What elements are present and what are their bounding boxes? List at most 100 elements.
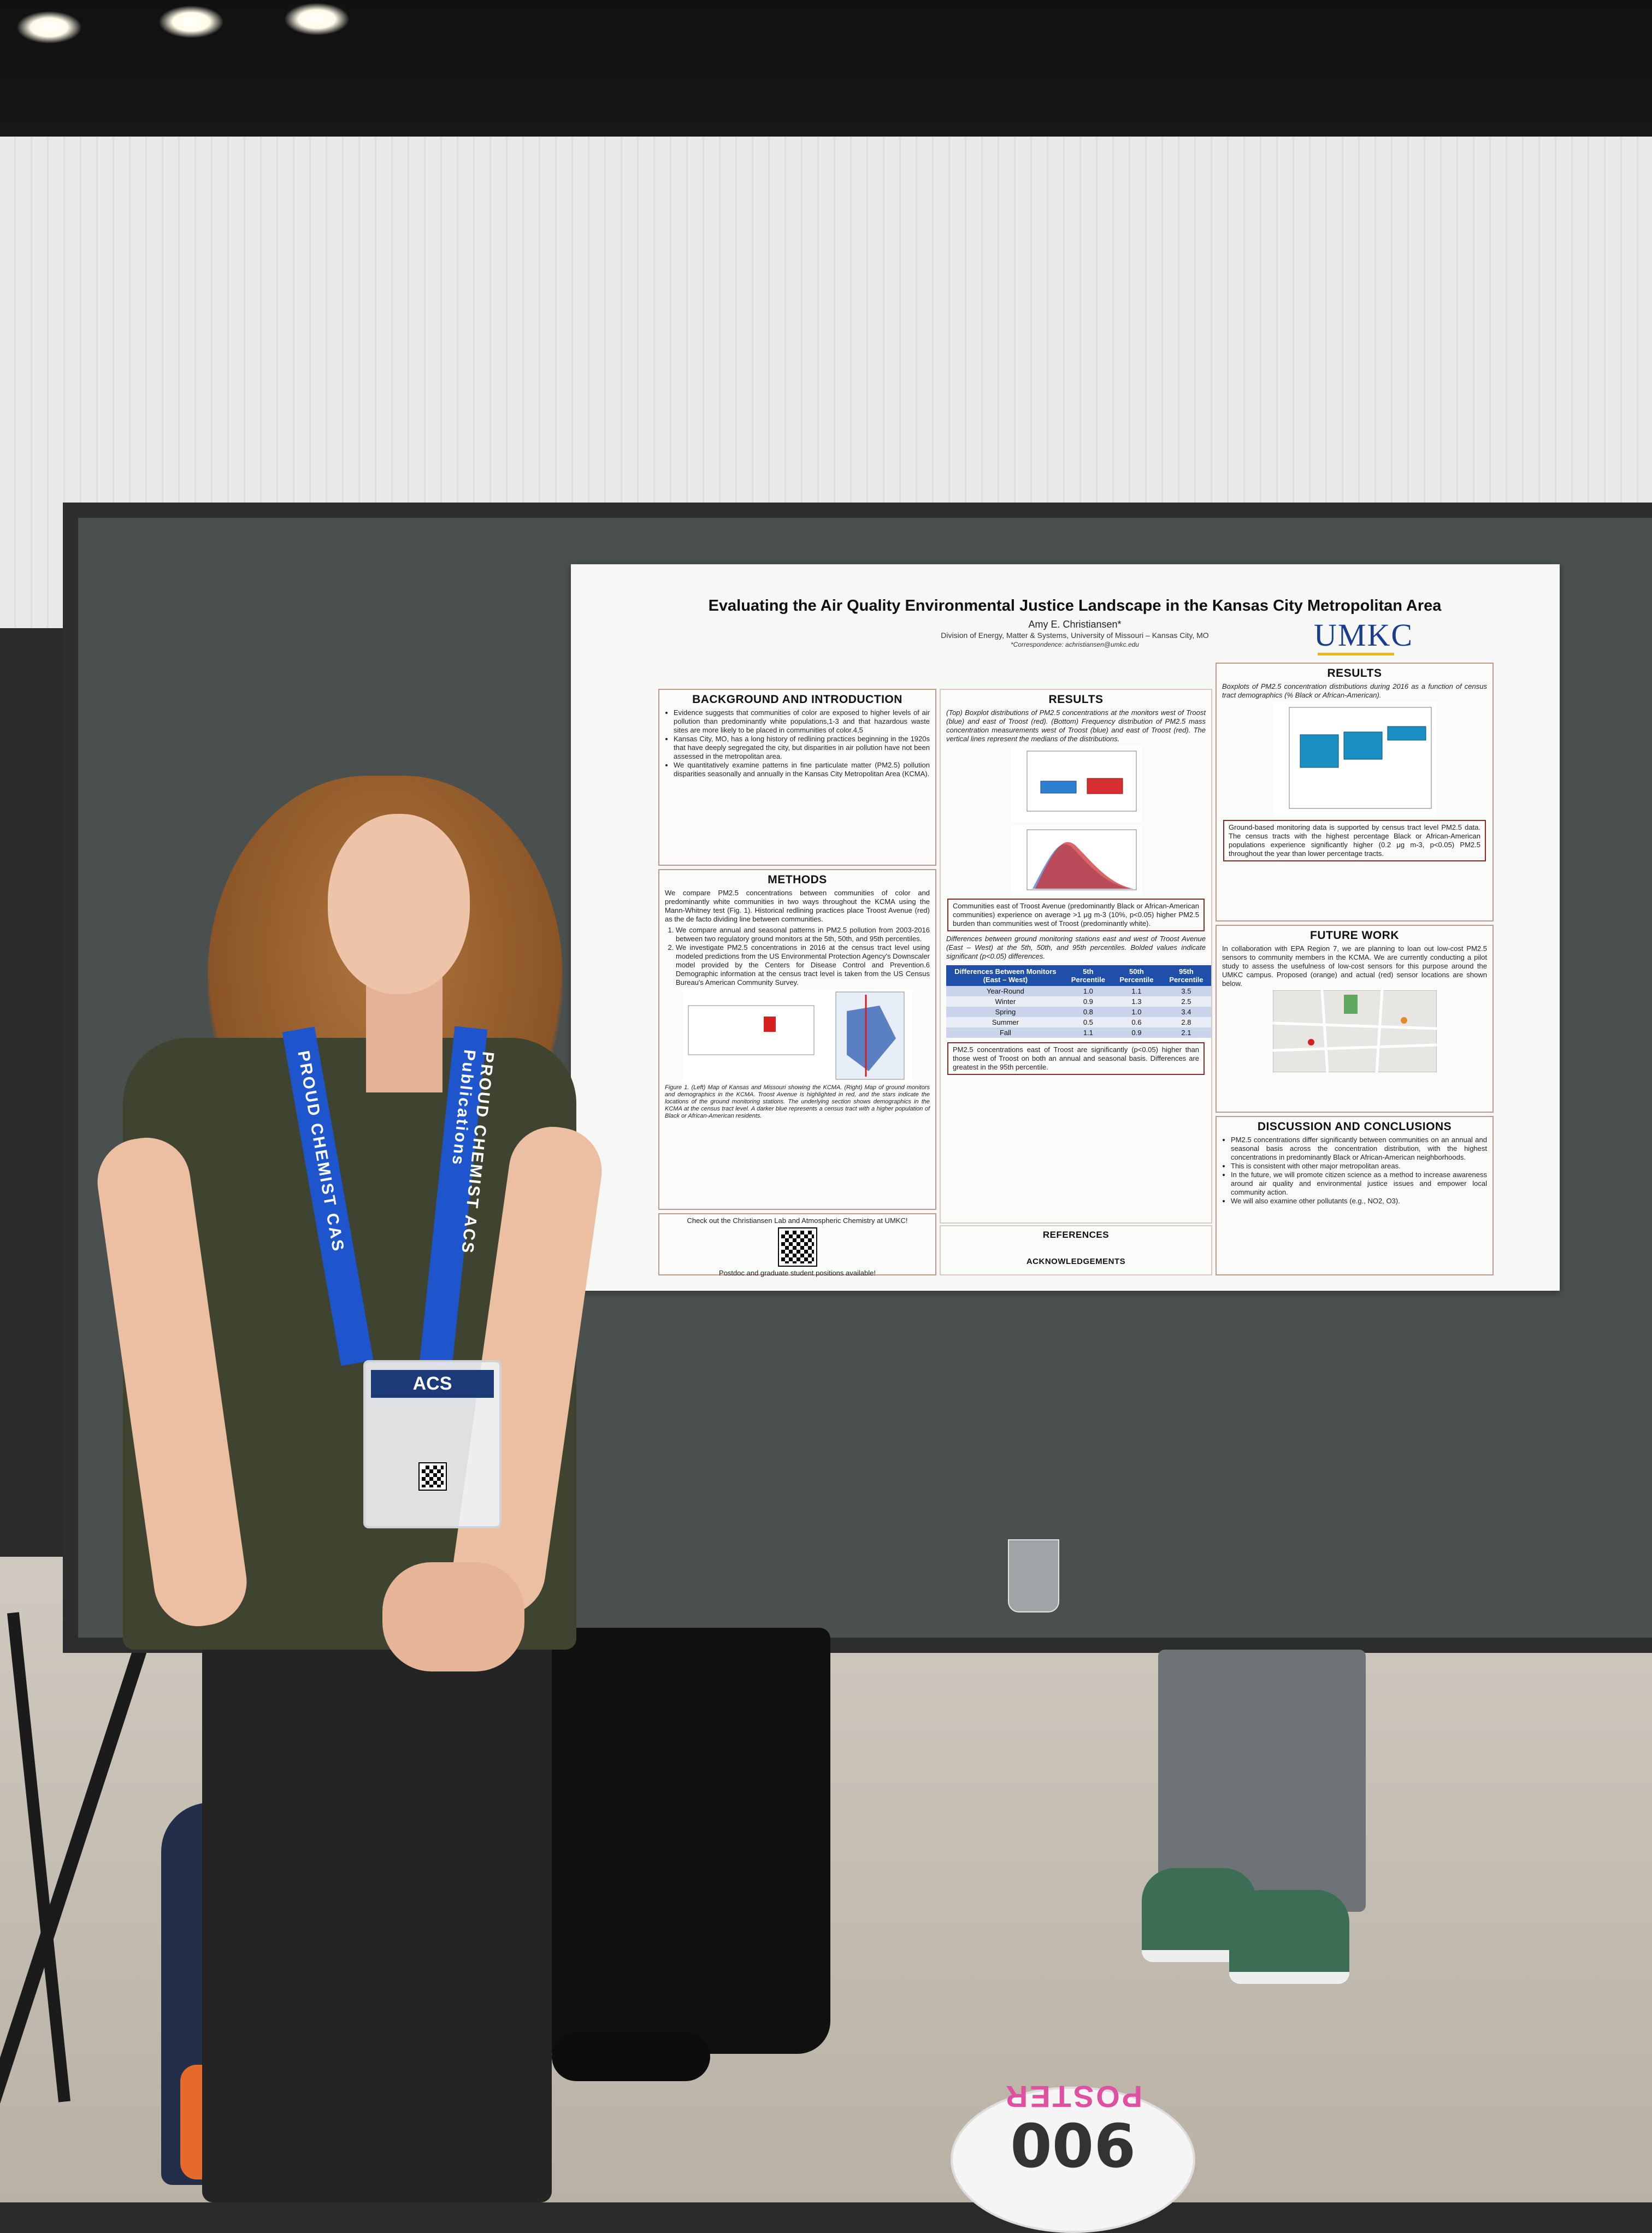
table-header: 50th Percentile xyxy=(1111,965,1161,986)
presenter-hands xyxy=(382,1562,524,1671)
table-cell: Summer xyxy=(946,1017,1065,1027)
discussion-bullet: We will also examine other pollutants (e… xyxy=(1231,1197,1487,1206)
table-row: Winter 0.9 1.3 2.5 xyxy=(946,996,1211,1007)
lab-box: Check out the Christiansen Lab and Atmos… xyxy=(658,1213,936,1277)
black-flat-shoe xyxy=(552,2032,710,2081)
qr-code[interactable] xyxy=(777,1227,817,1267)
boxplot-low xyxy=(1300,734,1338,768)
demographics-map xyxy=(835,991,904,1080)
table-cell: Spring xyxy=(946,1007,1065,1017)
table-cell: 2.8 xyxy=(1161,1017,1211,1027)
table-cell: 0.5 xyxy=(1064,1017,1112,1027)
ceiling-light xyxy=(16,11,82,44)
person-behind-skirt xyxy=(524,1628,830,2054)
methods-step: We compare annual and seasonal patterns … xyxy=(676,926,930,943)
acknowledgements-heading: ACKNOWLEDGEMENTS xyxy=(1026,1257,1126,1266)
table-cell: 0.8 xyxy=(1064,1007,1112,1017)
plastic-cup xyxy=(1008,1539,1059,1612)
poster-number: 900 xyxy=(1010,2109,1136,2179)
discussion-heading: DISCUSSION AND CONCLUSIONS xyxy=(1257,1120,1452,1133)
table-cell: Year-Round xyxy=(946,986,1065,996)
ceiling-light xyxy=(284,3,350,36)
results-right-panel: RESULTS Boxplots of PM2.5 concentration … xyxy=(1216,663,1494,921)
table-cell: 3.5 xyxy=(1161,986,1211,996)
green-sneaker xyxy=(1229,1890,1349,1984)
results-caption: (Top) Boxplot distributions of PM2.5 con… xyxy=(946,708,1206,743)
references-heading: REFERENCES xyxy=(1042,1230,1110,1240)
table-cell: 1.3 xyxy=(1111,996,1161,1007)
discussion-bullet: This is consistent with other major metr… xyxy=(1231,1162,1487,1171)
table-row: Spring 0.8 1.0 3.4 xyxy=(946,1007,1211,1017)
table-row: Year-Round 1.0 1.1 3.5 xyxy=(946,986,1211,996)
table-cell: 1.0 xyxy=(1064,986,1112,996)
background-heading: BACKGROUND AND INTRODUCTION xyxy=(692,693,902,706)
table-row: Fall 1.1 0.9 2.1 xyxy=(946,1027,1211,1038)
results-heading: RESULTS xyxy=(1048,693,1104,706)
background-bullet: Kansas City, MO, has a long history of r… xyxy=(674,735,930,761)
methods-panel: METHODS We compare PM2.5 concentrations … xyxy=(658,869,936,1210)
lab-box-footer: Postdoc and graduate student positions a… xyxy=(719,1269,876,1277)
census-tract-boxplot xyxy=(1272,702,1437,817)
sensor-locations-map xyxy=(1272,990,1437,1072)
boxplot-high xyxy=(1387,726,1426,741)
umkc-logo: UMKC xyxy=(1314,617,1414,653)
poster-number-sticker: 900 POSTER xyxy=(951,2080,1195,2233)
results-right-heading: RESULTS xyxy=(1327,667,1382,680)
table-row: Summer 0.5 0.6 2.8 xyxy=(946,1017,1211,1027)
methods-intro: We compare PM2.5 concentrations between … xyxy=(665,889,930,923)
presenter-legs xyxy=(202,1639,552,2202)
table-cell: 2.5 xyxy=(1161,996,1211,1007)
discussion-panel: DISCUSSION AND CONCLUSIONS PM2.5 concent… xyxy=(1216,1116,1494,1275)
table-header: Differences Between Monitors (East – Wes… xyxy=(946,965,1065,986)
references-panel: REFERENCES ACKNOWLEDGEMENTS xyxy=(940,1225,1212,1275)
discussion-bullet: PM2.5 concentrations differ significantl… xyxy=(1231,1136,1487,1162)
future-work-heading: FUTURE WORK xyxy=(1310,929,1399,942)
table-cell: Winter xyxy=(946,996,1065,1007)
poster-number-label: POSTER xyxy=(1003,2080,1143,2114)
name-badge: ACS xyxy=(363,1360,502,1528)
badge-org: ACS xyxy=(371,1370,494,1398)
results-right-finding: Ground-based monitoring data is supporte… xyxy=(1223,820,1486,861)
table-cell: 0.9 xyxy=(1064,996,1112,1007)
background-panel: BACKGROUND AND INTRODUCTION Evidence sug… xyxy=(658,689,936,866)
lab-box-text: Check out the Christiansen Lab and Atmos… xyxy=(687,1216,908,1225)
table-header: 95th Percentile xyxy=(1161,965,1211,986)
ceiling-light xyxy=(158,5,224,38)
table-cell: 0.9 xyxy=(1111,1027,1161,1038)
state-map xyxy=(688,1005,814,1055)
presenter-face xyxy=(328,814,470,994)
table-cell: 2.1 xyxy=(1161,1027,1211,1038)
background-bullet: Evidence suggests that communities of co… xyxy=(674,708,930,735)
kcma-maps-figure xyxy=(682,989,912,1082)
poster-title: Evaluating the Air Quality Environmental… xyxy=(708,597,1442,615)
results-right-caption: Boxplots of PM2.5 concentration distribu… xyxy=(1222,682,1487,699)
boxplot-east xyxy=(1087,778,1123,794)
future-work-panel: FUTURE WORK In collaboration with EPA Re… xyxy=(1216,925,1494,1113)
poster-correspondence: *Correspondence: achristiansen@umkc.edu xyxy=(1011,641,1139,648)
finding-box-2: PM2.5 concentrations east of Troost are … xyxy=(947,1042,1205,1075)
results-middle-panel: RESULTS (Top) Boxplot distributions of P… xyxy=(940,689,1212,1224)
badge-qr-code xyxy=(418,1462,447,1491)
boxplot-west xyxy=(1040,781,1076,794)
table-header: 5th Percentile xyxy=(1064,965,1112,986)
table-cell: 1.0 xyxy=(1111,1007,1161,1017)
table-cell: Fall xyxy=(946,1027,1065,1038)
frequency-distribution xyxy=(1010,824,1142,895)
table-cell: 1.1 xyxy=(1064,1027,1112,1038)
finding-box-1: Communities east of Troost Avenue (predo… xyxy=(947,899,1205,931)
boxplot-mid xyxy=(1343,731,1382,760)
figure-1-caption: Figure 1. (Left) Map of Kansas and Misso… xyxy=(665,1084,930,1119)
monitor-boxplot xyxy=(1010,746,1142,822)
percentile-differences-table: Differences Between Monitors (East – Wes… xyxy=(946,965,1211,1038)
umkc-logo-underline xyxy=(1318,653,1394,655)
discussion-bullet: In the future, we will promote citizen s… xyxy=(1231,1171,1487,1197)
poster-author: Amy E. Christiansen* xyxy=(1028,619,1122,630)
research-poster: Evaluating the Air Quality Environmental… xyxy=(571,564,1560,1291)
poster-affiliation: Division of Energy, Matter & Systems, Un… xyxy=(941,631,1209,640)
table-cell: 1.1 xyxy=(1111,986,1161,996)
background-bullet: We quantitatively examine patterns in fi… xyxy=(674,761,930,778)
future-work-text: In collaboration with EPA Region 7, we a… xyxy=(1222,944,1487,988)
table-cell: 0.6 xyxy=(1111,1017,1161,1027)
methods-step: We investigate PM2.5 concentrations in 2… xyxy=(676,943,930,987)
table-caption: Differences between ground monitoring st… xyxy=(946,935,1206,960)
